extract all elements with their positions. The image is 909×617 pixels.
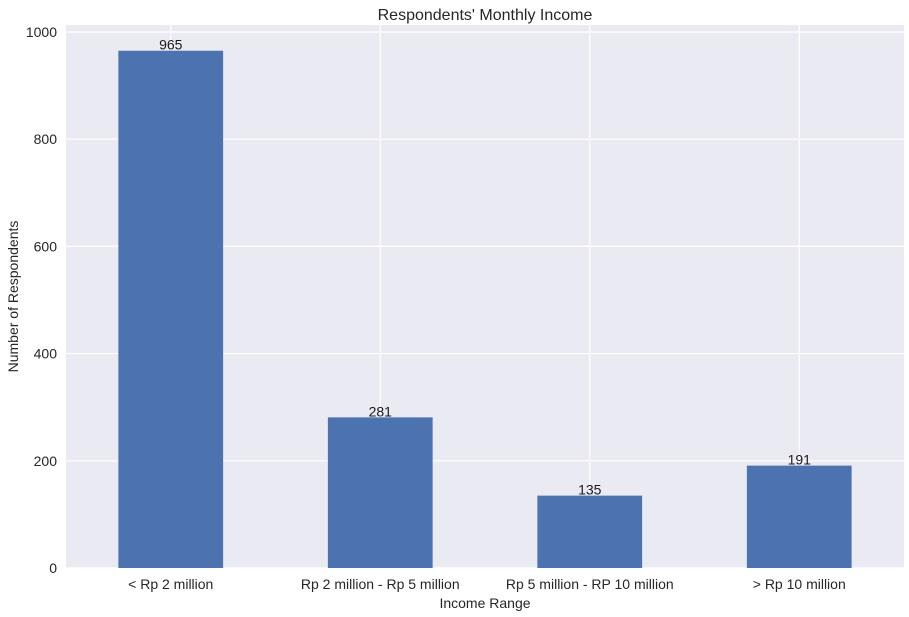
y-tick-label: 1000 [26,24,57,40]
bar [746,465,852,568]
bar [327,417,433,568]
bars [118,50,852,569]
y-axis-title: Number of Respondents [5,221,21,373]
bar-value-label: 281 [369,403,393,419]
x-tick-label: > Rp 10 million [753,576,846,592]
data-labels: 965 281 135 191 [159,37,811,498]
x-tick-label: < Rp 2 million [128,576,213,592]
y-axis-ticks: 0 200 400 600 800 1000 [26,24,57,576]
y-tick-label: 600 [34,238,58,254]
bar-value-label: 191 [788,452,812,468]
y-tick-label: 400 [34,346,58,362]
x-tick-label: Rp 5 million - RP 10 million [506,576,674,592]
bar-value-label: 135 [578,482,602,498]
x-tick-label: Rp 2 million - Rp 5 million [301,576,460,592]
y-tick-label: 0 [49,560,57,576]
x-axis-ticks: < Rp 2 million Rp 2 million - Rp 5 millio… [128,576,846,592]
bar [118,50,224,569]
bar [537,495,643,568]
y-tick-label: 200 [34,453,58,469]
bar-value-label: 965 [159,37,183,53]
x-axis-title: Income Range [439,595,530,611]
chart-title: Respondents' Monthly Income [378,7,593,24]
y-tick-label: 800 [34,131,58,147]
